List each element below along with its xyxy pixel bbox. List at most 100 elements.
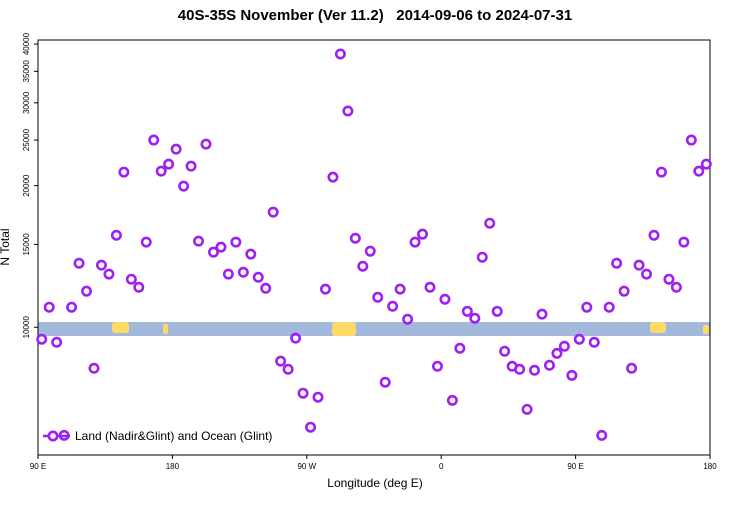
- x-axis-label: Longitude (deg E): [327, 476, 422, 490]
- data-point: [193, 235, 205, 247]
- data-point: [626, 362, 638, 374]
- data-point: [581, 301, 593, 313]
- data-point: [252, 271, 264, 283]
- y-tick-label: 10000: [22, 316, 31, 339]
- data-point: [51, 336, 63, 348]
- legend-label: Land (Nadir&Glint) and Ocean (Glint): [75, 429, 272, 443]
- data-point: [170, 143, 182, 155]
- data-point: [521, 403, 533, 415]
- map-strip: [38, 322, 710, 336]
- data-point: [641, 268, 653, 280]
- data-point: [43, 301, 55, 313]
- data-point: [222, 268, 234, 280]
- y-tick-label: 15000: [22, 233, 31, 256]
- data-point: [484, 217, 496, 229]
- data-point: [663, 273, 675, 285]
- x-tick-label: 90 E: [567, 462, 583, 471]
- data-point: [618, 285, 630, 297]
- data-point: [417, 228, 429, 240]
- data-point: [312, 391, 324, 403]
- data-point: [611, 257, 623, 269]
- data-point: [95, 259, 107, 271]
- data-point: [103, 268, 115, 280]
- data-point: [245, 248, 257, 260]
- data-point: [163, 158, 175, 170]
- data-point: [573, 333, 585, 345]
- data-point: [693, 165, 705, 177]
- data-point: [409, 236, 421, 248]
- land-patch: [112, 322, 129, 333]
- x-tick-label: 180: [703, 462, 717, 471]
- data-point: [178, 180, 190, 192]
- data-point: [237, 266, 249, 278]
- data-point: [379, 376, 391, 388]
- y-tick-label: 20000: [22, 174, 31, 197]
- data-point: [364, 245, 376, 257]
- y-tick-label: 35000: [22, 60, 31, 83]
- data-point: [260, 282, 272, 294]
- data-point: [670, 281, 682, 293]
- data-point: [633, 259, 645, 271]
- data-point: [491, 305, 503, 317]
- x-tick-label: 90 E: [30, 462, 46, 471]
- data-point: [215, 241, 227, 253]
- data-point: [439, 293, 451, 305]
- y-tick-label: 25000: [22, 128, 31, 151]
- data-point: [551, 347, 563, 359]
- data-point: [529, 364, 541, 376]
- data-point: [685, 134, 697, 146]
- land-patch: [163, 324, 168, 334]
- data-point: [357, 260, 369, 272]
- data-point: [603, 301, 615, 313]
- data-point: [678, 236, 690, 248]
- x-tick-label: 0: [439, 462, 444, 471]
- y-tick-label: 30000: [22, 91, 31, 114]
- chart-title: 40S-35S November (Ver 11.2) 2014-09-06 t…: [178, 7, 572, 24]
- data-point: [267, 206, 279, 218]
- x-tick-label: 180: [166, 462, 180, 471]
- x-tick-label: 90 W: [297, 462, 316, 471]
- data-point: [424, 281, 436, 293]
- data-point: [402, 313, 414, 325]
- data-point: [110, 229, 122, 241]
- ocean-strip: [38, 322, 710, 336]
- plot-frame: [37, 39, 711, 456]
- data-point: [372, 291, 384, 303]
- data-point: [200, 138, 212, 150]
- land-patch: [650, 322, 666, 333]
- data-point: [469, 312, 481, 324]
- data-point: [431, 360, 443, 372]
- data-point: [36, 333, 48, 345]
- data-point: [275, 355, 287, 367]
- data-point: [148, 134, 160, 146]
- data-point: [133, 281, 145, 293]
- data-point: [648, 229, 660, 241]
- data-point: [476, 251, 488, 263]
- data-point: [514, 363, 526, 375]
- data-point: [305, 421, 317, 433]
- data-point: [588, 336, 600, 348]
- data-point: [140, 236, 152, 248]
- data-point: [125, 273, 137, 285]
- data-point: [499, 345, 511, 357]
- data-point: [700, 158, 712, 170]
- land-patch: [703, 325, 709, 334]
- data-point: [207, 246, 219, 258]
- data-point: [558, 340, 570, 352]
- data-point: [566, 369, 578, 381]
- land-patch: [332, 322, 356, 336]
- data-point: [655, 166, 667, 178]
- data-point: [319, 283, 331, 295]
- data-point: [536, 308, 548, 320]
- data-point: [596, 429, 608, 441]
- data-point: [185, 160, 197, 172]
- data-point: [327, 171, 339, 183]
- data-point: [349, 232, 361, 244]
- data-point: [155, 165, 167, 177]
- data-point: [290, 332, 302, 344]
- data-point: [230, 236, 242, 248]
- data-point: [387, 300, 399, 312]
- data-point: [334, 48, 346, 60]
- data-point: [297, 387, 309, 399]
